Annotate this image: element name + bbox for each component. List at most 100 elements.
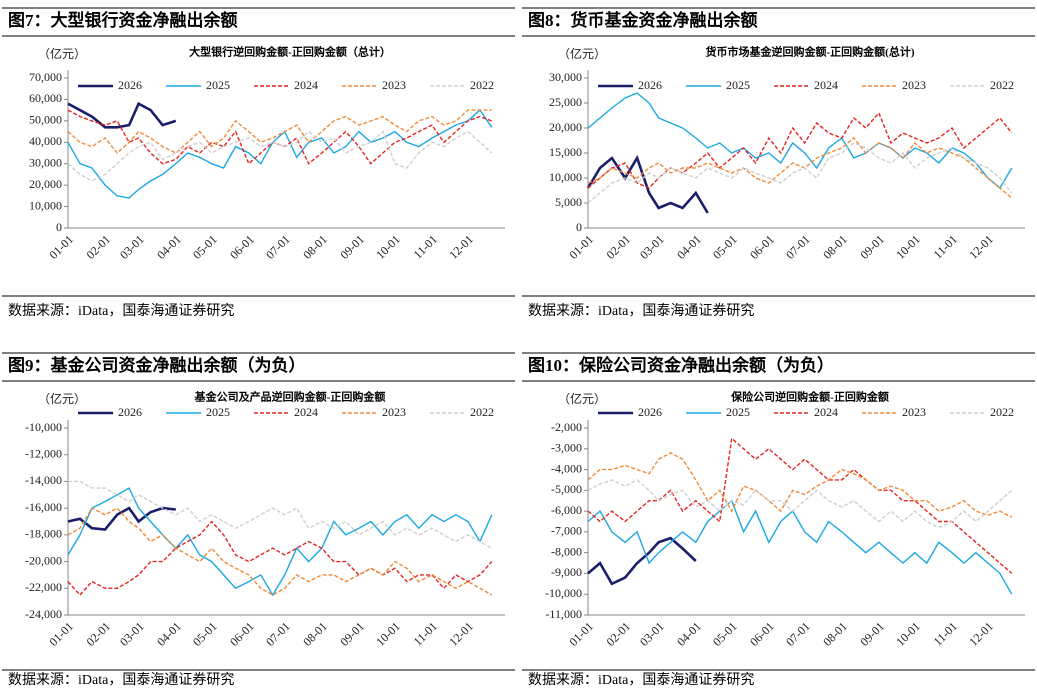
source-note: 数据来源：iData，国泰海通证券研究 <box>8 672 234 688</box>
y-tick-label: 20,000 <box>29 177 62 191</box>
x-tick-label: 02-01 <box>83 232 113 262</box>
series-line <box>67 487 493 597</box>
x-tick-label: 03-01 <box>117 619 147 649</box>
x-tick-label: 10-01 <box>373 232 403 262</box>
legend-label: 2022 <box>470 405 494 419</box>
y-tick-label: -20,000 <box>25 553 62 567</box>
legend-label: 2022 <box>990 405 1014 419</box>
x-tick-label: 02-01 <box>83 619 113 649</box>
legend-label: 2024 <box>814 78 838 92</box>
legend-label: 2026 <box>118 78 142 92</box>
legend-label: 2023 <box>902 405 926 419</box>
chart-title: 大型银行逆回购金额-正回购金额（总计） <box>189 45 391 59</box>
legend-label: 2024 <box>294 78 318 92</box>
y-tick-label: 70,000 <box>29 70 62 84</box>
y-tick-label: 0 <box>56 220 62 234</box>
y-tick-label: 40,000 <box>29 134 62 148</box>
legend-label: 2024 <box>294 405 318 419</box>
y-tick-label: -8,000 <box>551 544 582 558</box>
legend-label: 2025 <box>726 78 750 92</box>
legend-label: 2024 <box>814 405 838 419</box>
y-tick-label: -5,000 <box>551 482 582 496</box>
series-line <box>67 130 493 182</box>
y-tick-label: 25,000 <box>549 95 582 109</box>
x-tick-label: 08-01 <box>820 619 850 649</box>
series-line <box>586 154 709 214</box>
x-tick-label: 01-01 <box>46 232 76 262</box>
series-line <box>67 109 493 199</box>
y-tick-label: 30,000 <box>29 155 62 169</box>
x-tick-label: 08-01 <box>300 232 330 262</box>
y-tick-label: 5,000 <box>555 195 582 209</box>
x-tick-label: 05-01 <box>710 232 740 262</box>
series-line <box>587 499 1013 595</box>
x-tick-label: 01-01 <box>566 619 596 649</box>
x-tick-label: 04-01 <box>674 619 704 649</box>
x-tick-label: 06-01 <box>747 619 777 649</box>
y-tick-label: -11,000 <box>545 607 582 621</box>
x-tick-label: 07-01 <box>783 232 813 262</box>
x-tick-label: 09-01 <box>857 619 887 649</box>
chart-title: 保险公司逆回购金额-正回购金额 <box>730 390 889 404</box>
x-tick-label: 12-01 <box>966 619 996 649</box>
legend-label: 2025 <box>206 405 230 419</box>
series-line <box>587 92 1013 190</box>
series-line <box>587 536 697 586</box>
y-tick-label: 50,000 <box>29 113 62 127</box>
y-tick-label: -22,000 <box>25 580 62 594</box>
y-tick-label: -2,000 <box>551 420 582 434</box>
x-tick-label: 11-01 <box>931 619 960 648</box>
series-line <box>67 109 492 155</box>
series-line <box>587 111 1013 189</box>
x-tick-label: 08-01 <box>300 619 330 649</box>
figure-title: 图9：基金公司资金净融出余额（为负） <box>8 355 306 375</box>
legend-label: 2025 <box>726 405 750 419</box>
x-tick-label: 08-01 <box>820 232 850 262</box>
source-note: 数据来源：iData，国泰海通证券研究 <box>528 672 754 688</box>
x-tick-label: 07-01 <box>263 619 293 649</box>
y-tick-label: -12,000 <box>25 446 62 460</box>
legend-label: 2022 <box>470 78 494 92</box>
y-axis-unit: （亿元） <box>558 391 606 406</box>
y-tick-label: 30,000 <box>549 70 582 84</box>
series-line <box>587 137 1013 199</box>
source-note: 数据来源：iData，国泰海通证券研究 <box>8 303 234 319</box>
x-tick-label: 01-01 <box>46 619 76 649</box>
x-tick-label: 03-01 <box>637 619 667 649</box>
y-tick-label: -9,000 <box>551 565 582 579</box>
series-line <box>587 452 1013 518</box>
x-tick-label: 06-01 <box>747 232 777 262</box>
x-tick-label: 11-01 <box>931 232 960 261</box>
y-axis-unit: （亿元） <box>38 391 86 406</box>
y-tick-label: 10,000 <box>29 198 62 212</box>
legend-label: 2026 <box>638 405 662 419</box>
figure-title: 图7：大型银行资金净融出余额 <box>8 10 238 30</box>
source-note: 数据来源：iData，国泰海通证券研究 <box>528 303 754 319</box>
chart-panel: 图7：大型银行资金净融出余额 （亿元） 大型银行逆回购金额-正回购金额（总计） 0 10… <box>2 7 515 319</box>
series-line <box>67 506 176 531</box>
x-tick-label: 12-01 <box>446 619 476 649</box>
x-tick-label: 06-01 <box>227 232 257 262</box>
x-tick-label: 05-01 <box>190 232 220 262</box>
x-tick-label: 02-01 <box>603 619 633 649</box>
x-tick-label: 10-01 <box>893 232 923 262</box>
chart-title: 货币市场基金逆回购金额-正回购金额(总计) <box>705 45 915 59</box>
y-tick-label: -16,000 <box>25 500 62 514</box>
y-tick-label: 10,000 <box>549 170 582 184</box>
legend-label: 2025 <box>206 78 230 92</box>
y-tick-label: 0 <box>576 220 582 234</box>
series-line <box>67 520 493 597</box>
legend-label: 2023 <box>902 78 926 92</box>
x-tick-label: 06-01 <box>227 619 257 649</box>
figure-title: 图10：保险公司资金净融出余额（为负） <box>528 355 834 375</box>
x-tick-label: 03-01 <box>637 232 667 262</box>
x-tick-label: 10-01 <box>373 619 403 649</box>
legend-label: 2023 <box>382 405 406 419</box>
x-tick-label: 12-01 <box>446 232 476 262</box>
x-tick-label: 05-01 <box>710 619 740 649</box>
y-tick-label: -24,000 <box>25 607 62 621</box>
y-tick-label: -7,000 <box>551 524 582 538</box>
chart-panel: 图8：货币基金资金净融出余额 （亿元） 货币市场基金逆回购金额-正回购金额(总计) 0… <box>522 7 1035 319</box>
x-tick-label: 01-01 <box>566 232 596 262</box>
